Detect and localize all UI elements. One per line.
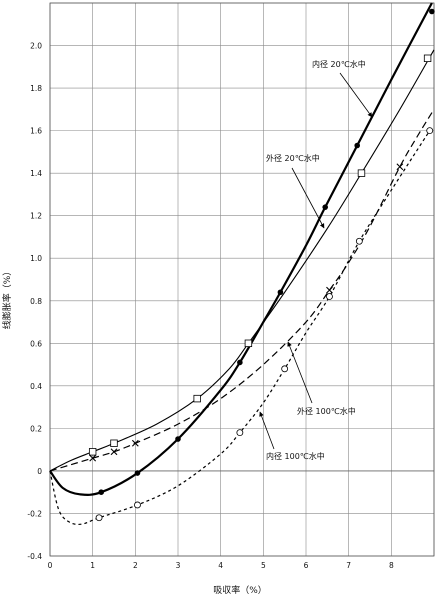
annotation-arrow [287,341,313,404]
data-point [429,8,435,15]
data-point [110,448,118,456]
annotation-label: 内径 20℃水中 [312,59,366,69]
y-tick-label: 0 [37,467,42,476]
y-tick-label: 1.0 [30,254,42,263]
y-tick-label: 1.8 [30,84,42,93]
data-point [357,169,366,177]
x-tick-label: 8 [389,561,394,570]
data-point [237,359,243,366]
annotation-arrow [259,411,275,450]
data-point [175,436,181,442]
y-tick-label: 1.6 [30,127,42,136]
data-point [236,429,244,437]
annotation-label: 内径 100℃水中 [266,451,325,461]
x-tick-label: 7 [346,561,351,570]
data-point [426,127,434,135]
annotation-arrow [291,167,325,229]
data-point [326,286,333,294]
data-point [95,514,103,522]
x-tick-label: 3 [176,561,181,570]
data-point [131,439,139,447]
data-point [134,470,141,476]
x-tick-label: 1 [90,561,95,570]
data-point [110,439,118,447]
x-tick-label: 0 [48,561,53,570]
annotation-label: 外径 20℃水中 [266,153,320,163]
series-line-4 [49,130,431,526]
data-point [322,204,329,210]
data-point [326,293,333,300]
data-point [88,448,97,456]
data-point [193,394,201,403]
y-tick-label: 0.2 [30,424,42,433]
x-tick-label: 4 [218,561,223,570]
y-tick-label: 2.0 [30,42,42,51]
data-point [244,339,253,348]
series-line-3 [49,109,435,472]
data-point [396,163,404,171]
y-tick-label: -0.2 [27,509,42,518]
markers [88,8,435,522]
y-tick-label: 1.2 [30,212,42,221]
y-tick-label: 0.4 [30,382,42,391]
annotation-arrow [339,72,373,118]
data-point [354,142,361,149]
data-point [98,489,104,495]
data-point [281,365,289,373]
y-tick-label: 0.6 [30,339,42,348]
plot-frame [49,2,435,557]
y-tick-label: 0.8 [30,297,42,306]
data-point [355,237,363,245]
x-axis-label: 吸収率（%） [213,584,267,596]
data-point [134,501,141,509]
tick-labels: 0 1 2 3 4 5 6 7 8 -0.4 -0.2 0 0.2 0.4 0.6 0.8 1.0 1.2 1.4 1… [27,42,394,570]
y-tick-label: -0.4 [27,552,42,561]
y-axis-label: 线膨胀率（%） [1,267,13,330]
annotation-label: 外径 100℃水中 [297,406,356,416]
data-point [423,54,432,62]
x-tick-label: 6 [304,561,309,570]
x-tick-label: 2 [133,561,138,570]
y-tick-label: 1.4 [30,169,42,178]
data-point [277,289,284,296]
x-tick-label: 5 [261,561,266,570]
data-point [89,454,97,462]
